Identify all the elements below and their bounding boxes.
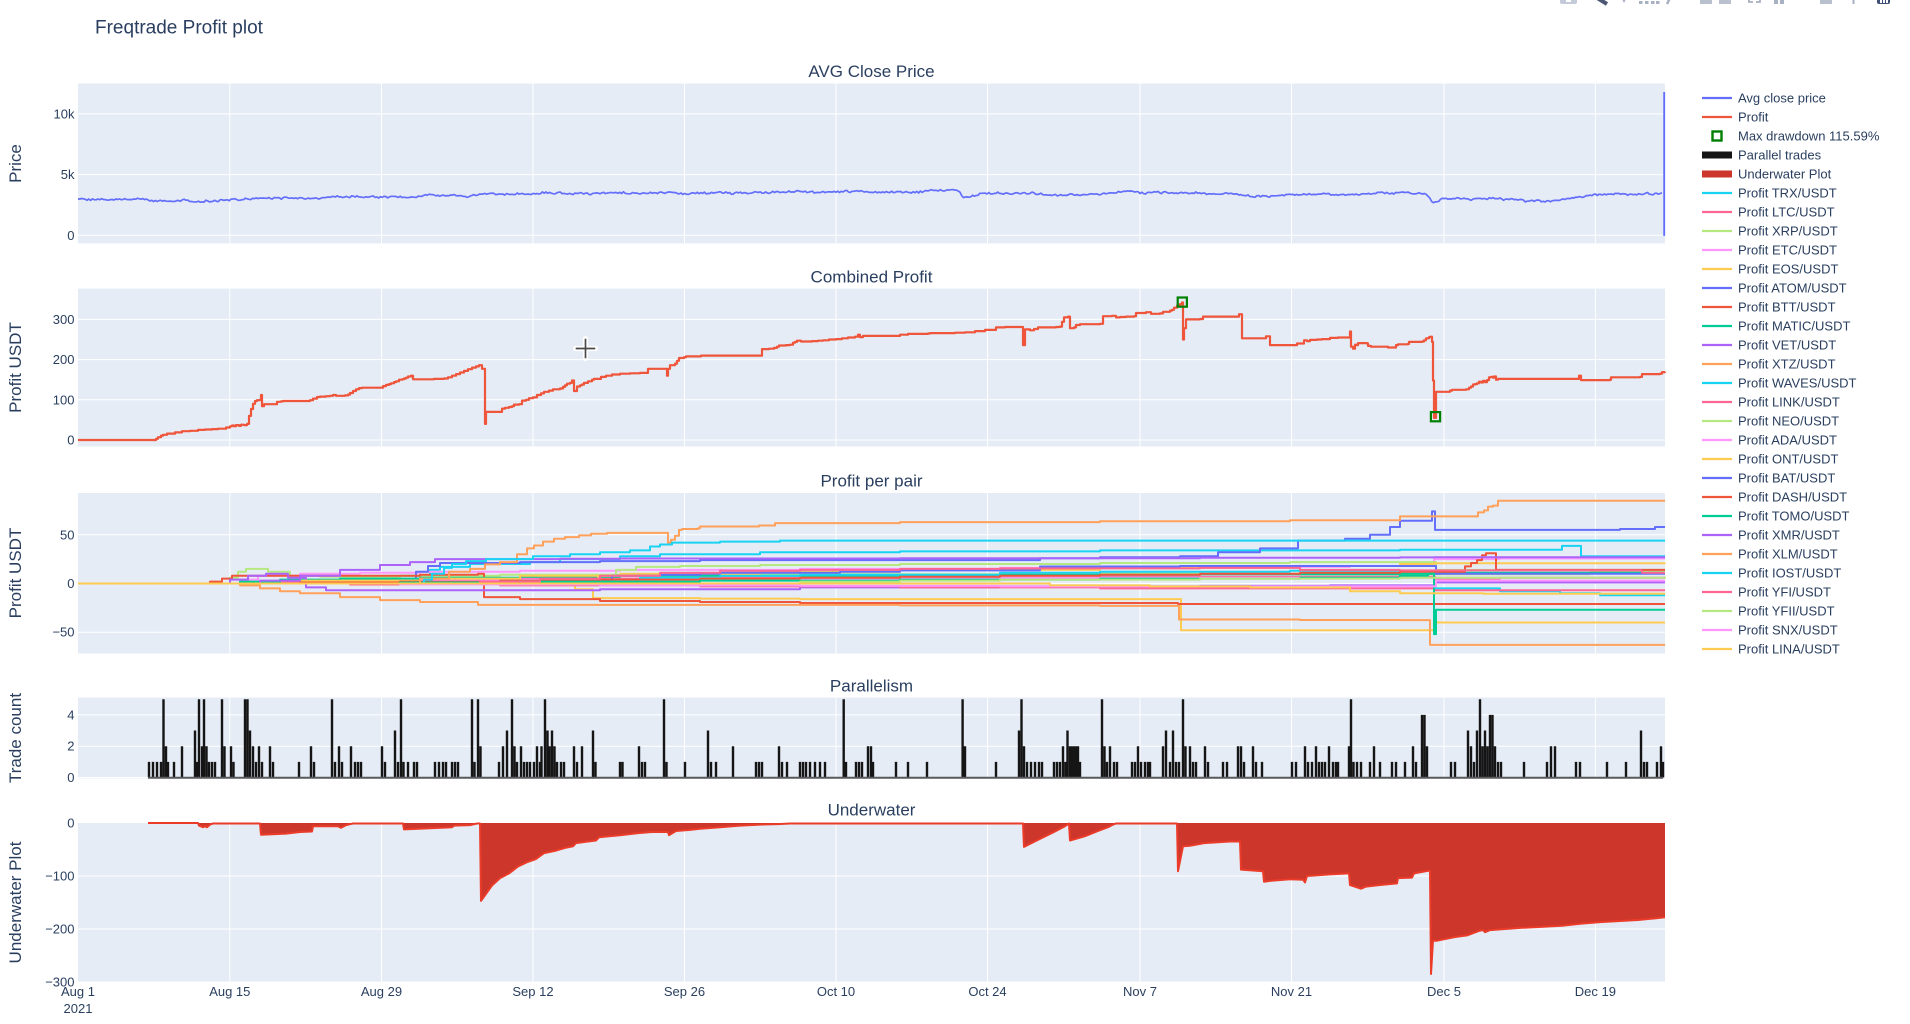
svg-text:Profit: Profit bbox=[1738, 110, 1769, 125]
svg-text:AVG Close Price: AVG Close Price bbox=[808, 62, 934, 81]
svg-text:Profit LINA/USDT: Profit LINA/USDT bbox=[1738, 642, 1840, 657]
svg-text:Profit EOS/USDT: Profit EOS/USDT bbox=[1738, 262, 1838, 277]
svg-text:Sep 12: Sep 12 bbox=[512, 984, 553, 999]
svg-text:2: 2 bbox=[67, 739, 74, 754]
svg-text:Aug 29: Aug 29 bbox=[361, 984, 402, 999]
svg-text:Profit VET/USDT: Profit VET/USDT bbox=[1738, 338, 1836, 353]
svg-text:300: 300 bbox=[53, 312, 75, 327]
svg-text:0: 0 bbox=[67, 576, 74, 591]
svg-text:0: 0 bbox=[67, 433, 74, 448]
svg-text:Underwater Plot: Underwater Plot bbox=[6, 841, 25, 963]
svg-text:Dec 19: Dec 19 bbox=[1575, 984, 1616, 999]
svg-text:Parallel trades: Parallel trades bbox=[1738, 148, 1822, 163]
svg-text:Profit YFI/USDT: Profit YFI/USDT bbox=[1738, 585, 1831, 600]
svg-text:Profit IOST/USDT: Profit IOST/USDT bbox=[1738, 566, 1841, 581]
svg-text:Profit ADA/USDT: Profit ADA/USDT bbox=[1738, 433, 1837, 448]
svg-text:Profit LTC/USDT: Profit LTC/USDT bbox=[1738, 205, 1835, 220]
svg-text:Profit USDT: Profit USDT bbox=[6, 322, 25, 413]
svg-text:Profit ATOM/USDT: Profit ATOM/USDT bbox=[1738, 281, 1847, 296]
svg-text:200: 200 bbox=[53, 352, 75, 367]
svg-text:Aug 15: Aug 15 bbox=[209, 984, 250, 999]
svg-text:Dec 5: Dec 5 bbox=[1427, 984, 1461, 999]
svg-text:Oct 10: Oct 10 bbox=[817, 984, 855, 999]
svg-text:Freqtrade Profit plot: Freqtrade Profit plot bbox=[95, 18, 264, 39]
svg-text:Profit SNX/USDT: Profit SNX/USDT bbox=[1738, 623, 1838, 638]
svg-text:Profit USDT: Profit USDT bbox=[6, 528, 25, 619]
svg-text:Trade count: Trade count bbox=[6, 693, 25, 783]
svg-text:−300: −300 bbox=[45, 975, 74, 990]
svg-text:Underwater Plot: Underwater Plot bbox=[1738, 167, 1832, 182]
svg-text:Nov 21: Nov 21 bbox=[1271, 984, 1312, 999]
svg-text:Oct 24: Oct 24 bbox=[968, 984, 1006, 999]
svg-text:0: 0 bbox=[67, 770, 74, 785]
svg-text:Profit LINK/USDT: Profit LINK/USDT bbox=[1738, 395, 1840, 410]
svg-text:Profit XRP/USDT: Profit XRP/USDT bbox=[1738, 224, 1838, 239]
svg-text:Price: Price bbox=[6, 144, 25, 183]
svg-text:Combined Profit: Combined Profit bbox=[811, 268, 933, 287]
svg-text:Profit BAT/USDT: Profit BAT/USDT bbox=[1738, 471, 1835, 486]
svg-text:Parallelism: Parallelism bbox=[830, 677, 913, 696]
svg-text:5k: 5k bbox=[61, 167, 75, 182]
svg-text:50: 50 bbox=[60, 527, 74, 542]
svg-text:Profit XMR/USDT: Profit XMR/USDT bbox=[1738, 528, 1840, 543]
svg-text:Nov 7: Nov 7 bbox=[1123, 984, 1157, 999]
svg-text:Profit MATIC/USDT: Profit MATIC/USDT bbox=[1738, 319, 1850, 334]
svg-text:Profit per pair: Profit per pair bbox=[820, 472, 922, 491]
svg-text:100: 100 bbox=[53, 392, 75, 407]
svg-text:0: 0 bbox=[67, 816, 74, 831]
svg-text:Profit DASH/USDT: Profit DASH/USDT bbox=[1738, 490, 1847, 505]
svg-text:Profit TRX/USDT: Profit TRX/USDT bbox=[1738, 186, 1837, 201]
svg-text:10k: 10k bbox=[54, 106, 75, 121]
svg-text:Sep 26: Sep 26 bbox=[664, 984, 705, 999]
svg-text:Profit ONT/USDT: Profit ONT/USDT bbox=[1738, 452, 1838, 467]
svg-text:Underwater: Underwater bbox=[828, 801, 916, 820]
svg-text:Profit TOMO/USDT: Profit TOMO/USDT bbox=[1738, 509, 1850, 524]
svg-text:−100: −100 bbox=[45, 869, 74, 884]
svg-text:Profit BTT/USDT: Profit BTT/USDT bbox=[1738, 300, 1836, 315]
svg-text:Profit XTZ/USDT: Profit XTZ/USDT bbox=[1738, 357, 1836, 372]
svg-text:Profit WAVES/USDT: Profit WAVES/USDT bbox=[1738, 376, 1857, 391]
svg-text:−50: −50 bbox=[52, 625, 74, 640]
svg-text:Profit NEO/USDT: Profit NEO/USDT bbox=[1738, 414, 1839, 429]
svg-text:2021: 2021 bbox=[64, 1001, 93, 1016]
svg-text:0: 0 bbox=[67, 228, 74, 243]
svg-text:Aug 1: Aug 1 bbox=[61, 984, 95, 999]
svg-text:−200: −200 bbox=[45, 922, 74, 937]
svg-text:Avg close price: Avg close price bbox=[1738, 91, 1826, 106]
svg-text:Profit YFII/USDT: Profit YFII/USDT bbox=[1738, 604, 1835, 619]
svg-text:Profit XLM/USDT: Profit XLM/USDT bbox=[1738, 547, 1838, 562]
svg-text:Profit ETC/USDT: Profit ETC/USDT bbox=[1738, 243, 1837, 258]
svg-text:Max drawdown 115.59%: Max drawdown 115.59% bbox=[1738, 129, 1880, 144]
svg-text:4: 4 bbox=[67, 707, 74, 722]
